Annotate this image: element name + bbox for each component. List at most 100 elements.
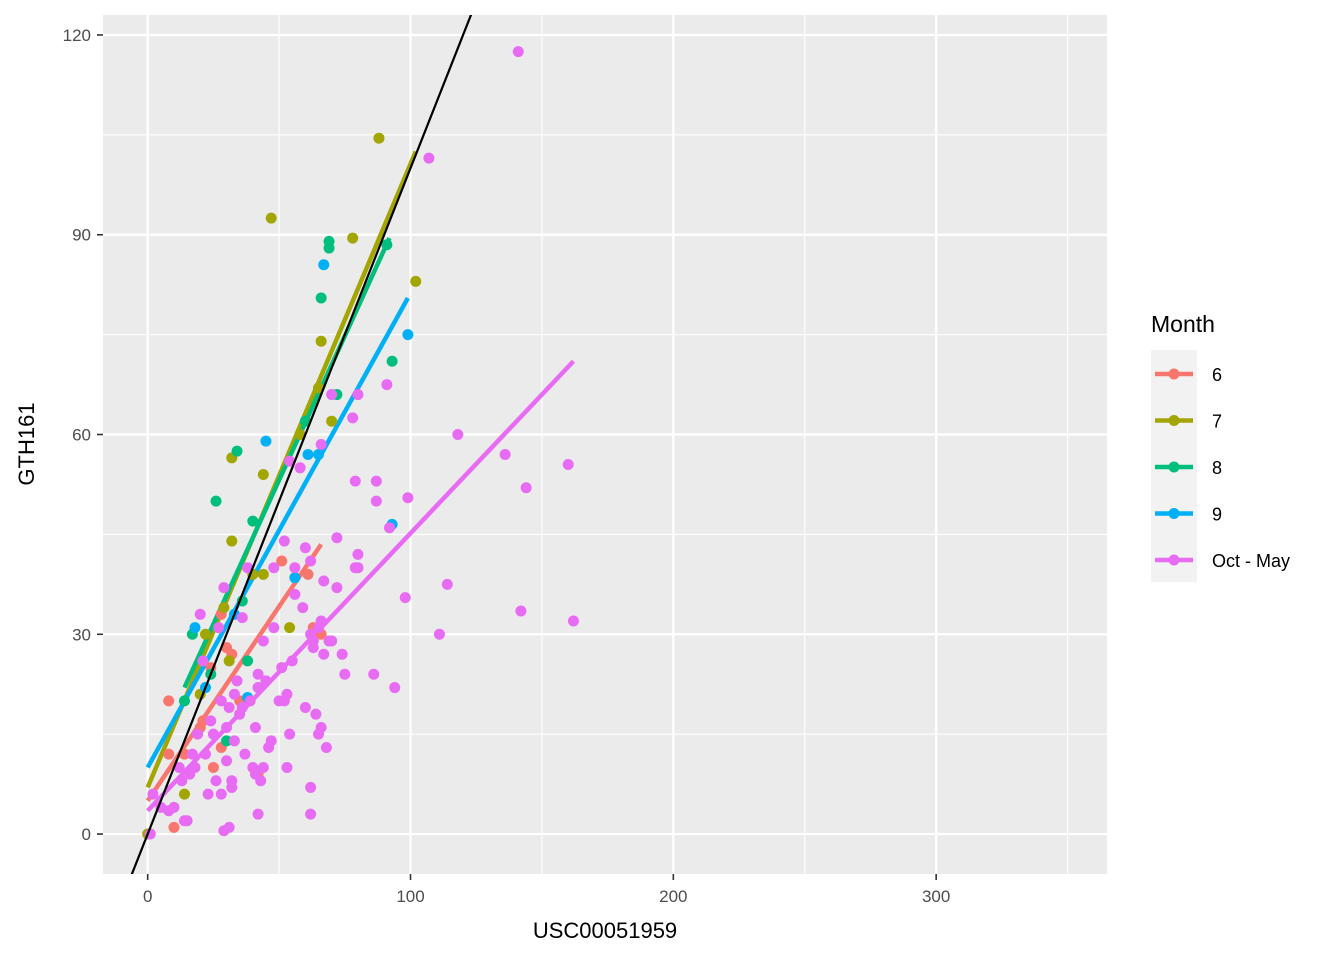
data-point (512, 46, 524, 58)
data-point (226, 781, 238, 793)
data-point (281, 688, 293, 700)
data-point (347, 412, 359, 424)
x-tick-label: 0 (143, 887, 152, 906)
data-point (176, 775, 188, 787)
data-point (289, 588, 301, 600)
data-point (373, 132, 385, 144)
y-tick-label: 120 (63, 26, 91, 45)
data-point (231, 445, 243, 457)
x-tick-label: 300 (922, 887, 950, 906)
data-point (299, 702, 311, 714)
data-point (242, 562, 254, 574)
data-point (252, 808, 264, 820)
data-point (218, 582, 230, 594)
data-point (181, 815, 193, 827)
data-point (260, 435, 272, 447)
data-point (402, 329, 414, 341)
legend-label: Oct - May (1212, 551, 1290, 571)
data-point (320, 741, 332, 753)
data-point (228, 688, 240, 700)
data-point (281, 761, 293, 773)
legend-label: 8 (1212, 458, 1222, 478)
data-point (178, 748, 190, 760)
data-point (257, 635, 269, 647)
data-point (192, 728, 204, 740)
data-point (276, 555, 288, 567)
data-point (207, 761, 219, 773)
data-point (252, 682, 264, 694)
data-point (410, 275, 422, 287)
data-point (305, 781, 317, 793)
data-point (389, 682, 401, 694)
data-point (249, 722, 261, 734)
data-point (515, 605, 527, 617)
data-point (226, 535, 238, 547)
legend-key-point (1168, 554, 1180, 566)
data-point (399, 592, 411, 604)
data-point (236, 702, 248, 714)
data-point (313, 382, 325, 394)
grid-minor (103, 15, 1107, 874)
data-point (200, 628, 212, 640)
data-point (318, 259, 330, 271)
y-tick-label: 30 (72, 625, 91, 644)
data-point (352, 389, 364, 401)
data-point (221, 735, 233, 747)
data-point (331, 582, 343, 594)
data-point (318, 575, 330, 587)
data-point (228, 735, 240, 747)
data-point (289, 562, 301, 574)
data-point (255, 775, 267, 787)
data-point (218, 602, 230, 614)
data-point (173, 761, 185, 773)
data-point (223, 821, 235, 833)
data-point (210, 495, 222, 507)
data-point (236, 612, 248, 624)
data-point (178, 788, 190, 800)
data-point (197, 655, 209, 667)
legend: Month 6 7 8 9 Oct - May (1151, 311, 1290, 582)
data-point (562, 458, 574, 470)
data-point (339, 668, 351, 680)
x-axis-ticks: 0 100 200 300 (143, 874, 950, 906)
data-point (315, 439, 327, 450)
legend-items: 6 7 8 9 Oct - May (1155, 365, 1290, 571)
data-point (194, 608, 206, 620)
data-point (370, 495, 382, 507)
data-point (499, 448, 511, 460)
data-point (215, 695, 227, 707)
data-point (349, 475, 361, 487)
data-point (433, 628, 445, 640)
data-point (352, 562, 364, 574)
data-point (336, 648, 348, 660)
data-point (318, 648, 330, 660)
data-point (370, 475, 382, 487)
fit-line (145, 296, 410, 769)
data-point (347, 232, 359, 244)
x-tick-label: 100 (396, 887, 424, 906)
data-point (205, 715, 217, 727)
data-point (242, 655, 254, 667)
data-point (520, 482, 532, 494)
x-tick-label: 200 (659, 887, 687, 906)
data-point (163, 748, 175, 760)
data-point (368, 668, 380, 680)
data-point (284, 622, 296, 634)
data-points (142, 46, 579, 840)
legend-label: 9 (1212, 505, 1222, 525)
legend-key-point (1168, 368, 1180, 380)
data-point (305, 808, 317, 820)
y-tick-label: 90 (72, 226, 91, 245)
data-point (257, 761, 269, 773)
legend-key-point (1168, 461, 1180, 473)
legend-label: 7 (1212, 412, 1222, 432)
data-point (276, 662, 288, 674)
data-point (297, 602, 309, 614)
data-point (315, 335, 327, 347)
data-point (302, 448, 314, 460)
data-point (178, 695, 190, 707)
data-point (257, 568, 269, 580)
data-point (213, 622, 225, 634)
data-point (315, 722, 327, 734)
